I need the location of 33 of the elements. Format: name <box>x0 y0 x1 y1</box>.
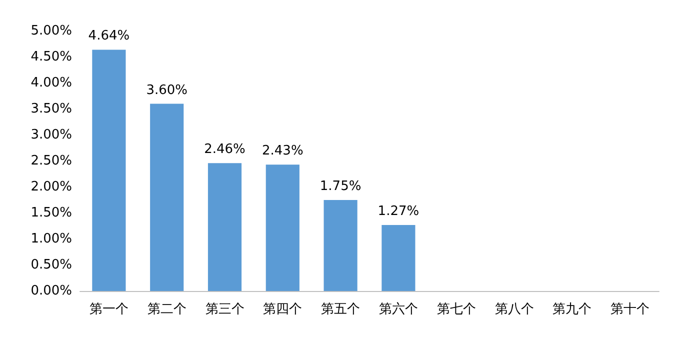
x-tick-label: 第六个 <box>378 302 418 317</box>
x-tick-label: 第三个 <box>205 302 244 317</box>
data-label: 3.60% <box>146 82 188 98</box>
bar <box>150 104 184 291</box>
x-tick-label: 第五个 <box>321 302 360 317</box>
y-tick-label: 5.00% <box>30 24 72 38</box>
x-tick-label: 第九个 <box>552 302 592 317</box>
y-tick-label: 1.00% <box>30 232 72 246</box>
y-tick-label: 0.50% <box>30 258 72 272</box>
x-tick-label: 第八个 <box>494 302 534 317</box>
y-tick-label: 1.50% <box>30 206 72 220</box>
data-label: 2.43% <box>262 144 304 159</box>
x-tick-label: 第二个 <box>147 302 186 317</box>
bar <box>382 224 416 291</box>
bar <box>266 164 300 291</box>
x-tick-label: 第七个 <box>436 302 476 317</box>
y-tick-label: 2.50% <box>30 154 72 168</box>
x-tick-label: 第四个 <box>263 302 302 317</box>
data-label: 1.75% <box>320 179 362 194</box>
bar <box>324 200 358 291</box>
bar <box>208 163 242 291</box>
data-label: 2.46% <box>204 142 246 158</box>
x-tick-label: 第十个 <box>610 302 650 317</box>
y-tick-label: 2.00% <box>30 180 72 194</box>
data-label: 4.64% <box>88 28 130 44</box>
y-tick-label: 3.50% <box>30 102 72 116</box>
y-tick-label: 4.50% <box>30 50 72 64</box>
y-tick-label: 0.00% <box>30 284 72 298</box>
y-tick-label: 3.00% <box>30 128 72 142</box>
data-label: 1.27% <box>378 204 420 219</box>
x-tick-label: 第一个 <box>89 302 128 317</box>
bar <box>92 50 126 291</box>
y-tick-label: 4.00% <box>30 76 72 90</box>
